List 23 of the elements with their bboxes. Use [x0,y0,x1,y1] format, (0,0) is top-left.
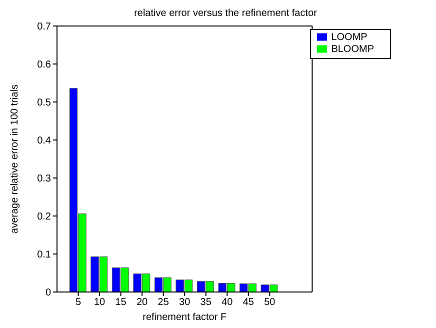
y-tick-label: 0.1 [37,250,52,261]
x-tick-label: 40 [222,297,234,308]
x-tick-label: 30 [179,297,191,308]
x-tick-label: 15 [115,297,127,308]
y-axis-title: average relative error in 100 trials [10,84,21,234]
y-tick-label: 0 [45,288,52,299]
legend-label: BLOOMP [331,44,374,55]
x-axis-title: refinement factor F [142,312,227,323]
x-tick-label: 20 [136,297,148,308]
y-tick-label: 0.5 [37,98,52,109]
y-tick-label: 0.3 [37,174,52,185]
y-tick-label: 0.2 [37,212,52,223]
x-tick-label: 25 [158,297,170,308]
y-tick-label: 0.6 [37,60,52,71]
x-tick-label: 50 [264,297,276,308]
x-tick-label: 10 [94,297,106,308]
x-tick-label: 45 [242,297,254,308]
x-tick-label: 35 [200,297,212,308]
x-tick-label: 5 [75,297,82,308]
chart-title: relative error versus the refinement factor [133,8,318,19]
y-tick-label: 0.4 [37,136,52,147]
legend-label: LOOMP [331,32,368,43]
y-tick-label: 0.7 [37,22,52,33]
